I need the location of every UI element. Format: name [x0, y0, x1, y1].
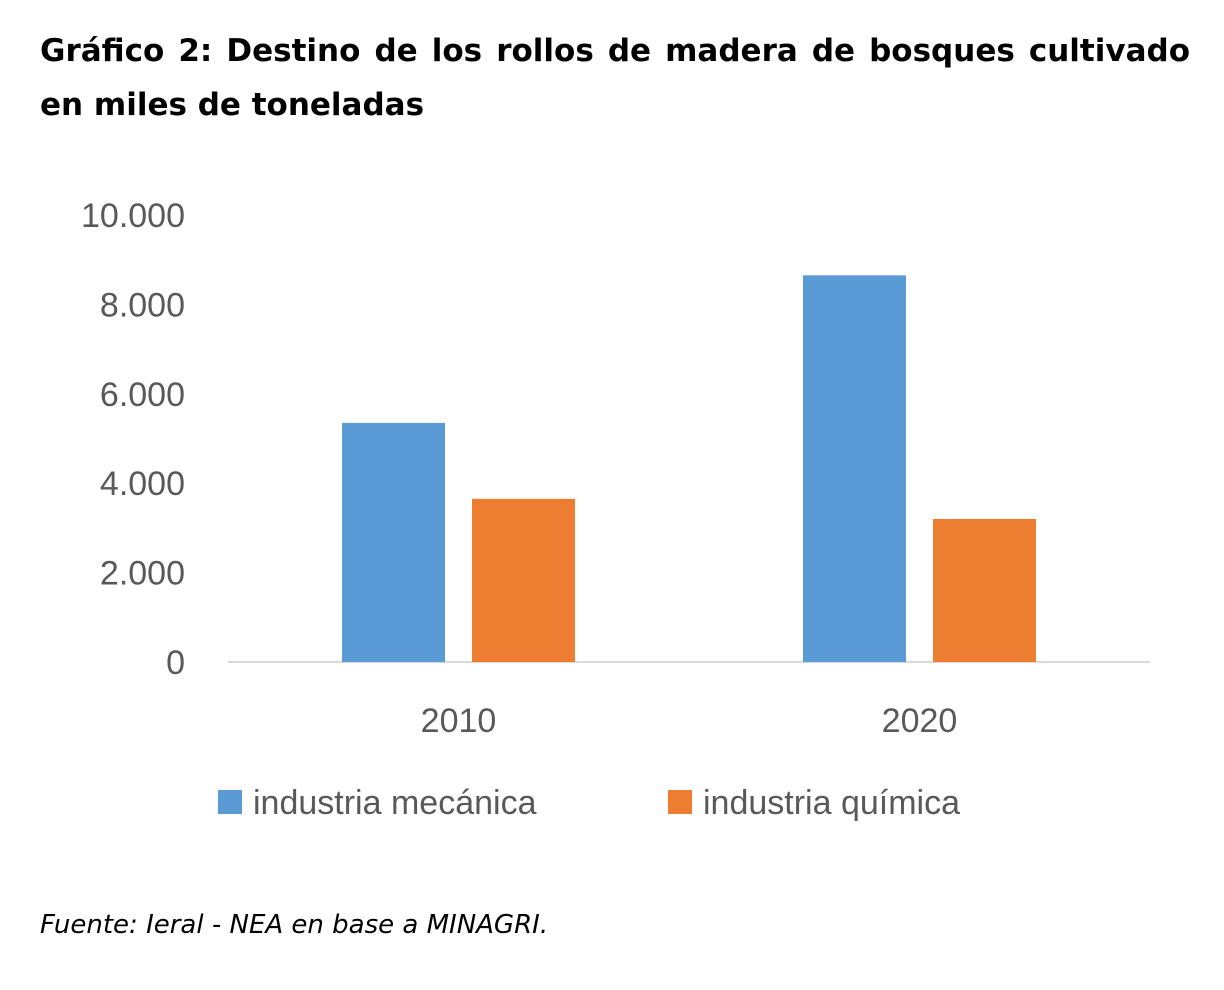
legend: industria mecánica industria química [218, 784, 960, 822]
chart-title: Gráfico 2: Destino de los rollos de made… [40, 33, 1190, 123]
bar-2010-quimica [472, 498, 575, 662]
y-tick-label: 0 [166, 644, 185, 682]
y-tick-label: 6.000 [100, 376, 185, 414]
x-tick-label: 2020 [882, 702, 958, 740]
legend-swatch [218, 790, 242, 814]
legend-label: industria química [703, 784, 960, 822]
y-tick-label: 10.000 [81, 197, 185, 235]
source-note: Fuente: Ieral - NEA en base a MINAGRI. [40, 910, 549, 940]
y-tick-label: 4.000 [100, 465, 185, 503]
y-tick-label: 8.000 [100, 286, 185, 324]
bar-chart: 0 2.000 4.000 6.000 8.000 10.000 2010 2020 ind… [81, 197, 1150, 822]
legend-swatch [668, 790, 692, 814]
legend-label: industria mecánica [253, 784, 537, 822]
y-tick-label: 2.000 [100, 555, 185, 593]
y-axis: 0 2.000 4.000 6.000 8.000 10.000 [81, 197, 185, 682]
bar-2020-mecanica [803, 275, 906, 662]
bar-2020-quimica [933, 518, 1036, 662]
bars [342, 275, 1036, 662]
bar-2010-mecanica [342, 422, 445, 662]
x-axis: 2010 2020 [421, 702, 958, 740]
x-tick-label: 2010 [421, 702, 497, 740]
